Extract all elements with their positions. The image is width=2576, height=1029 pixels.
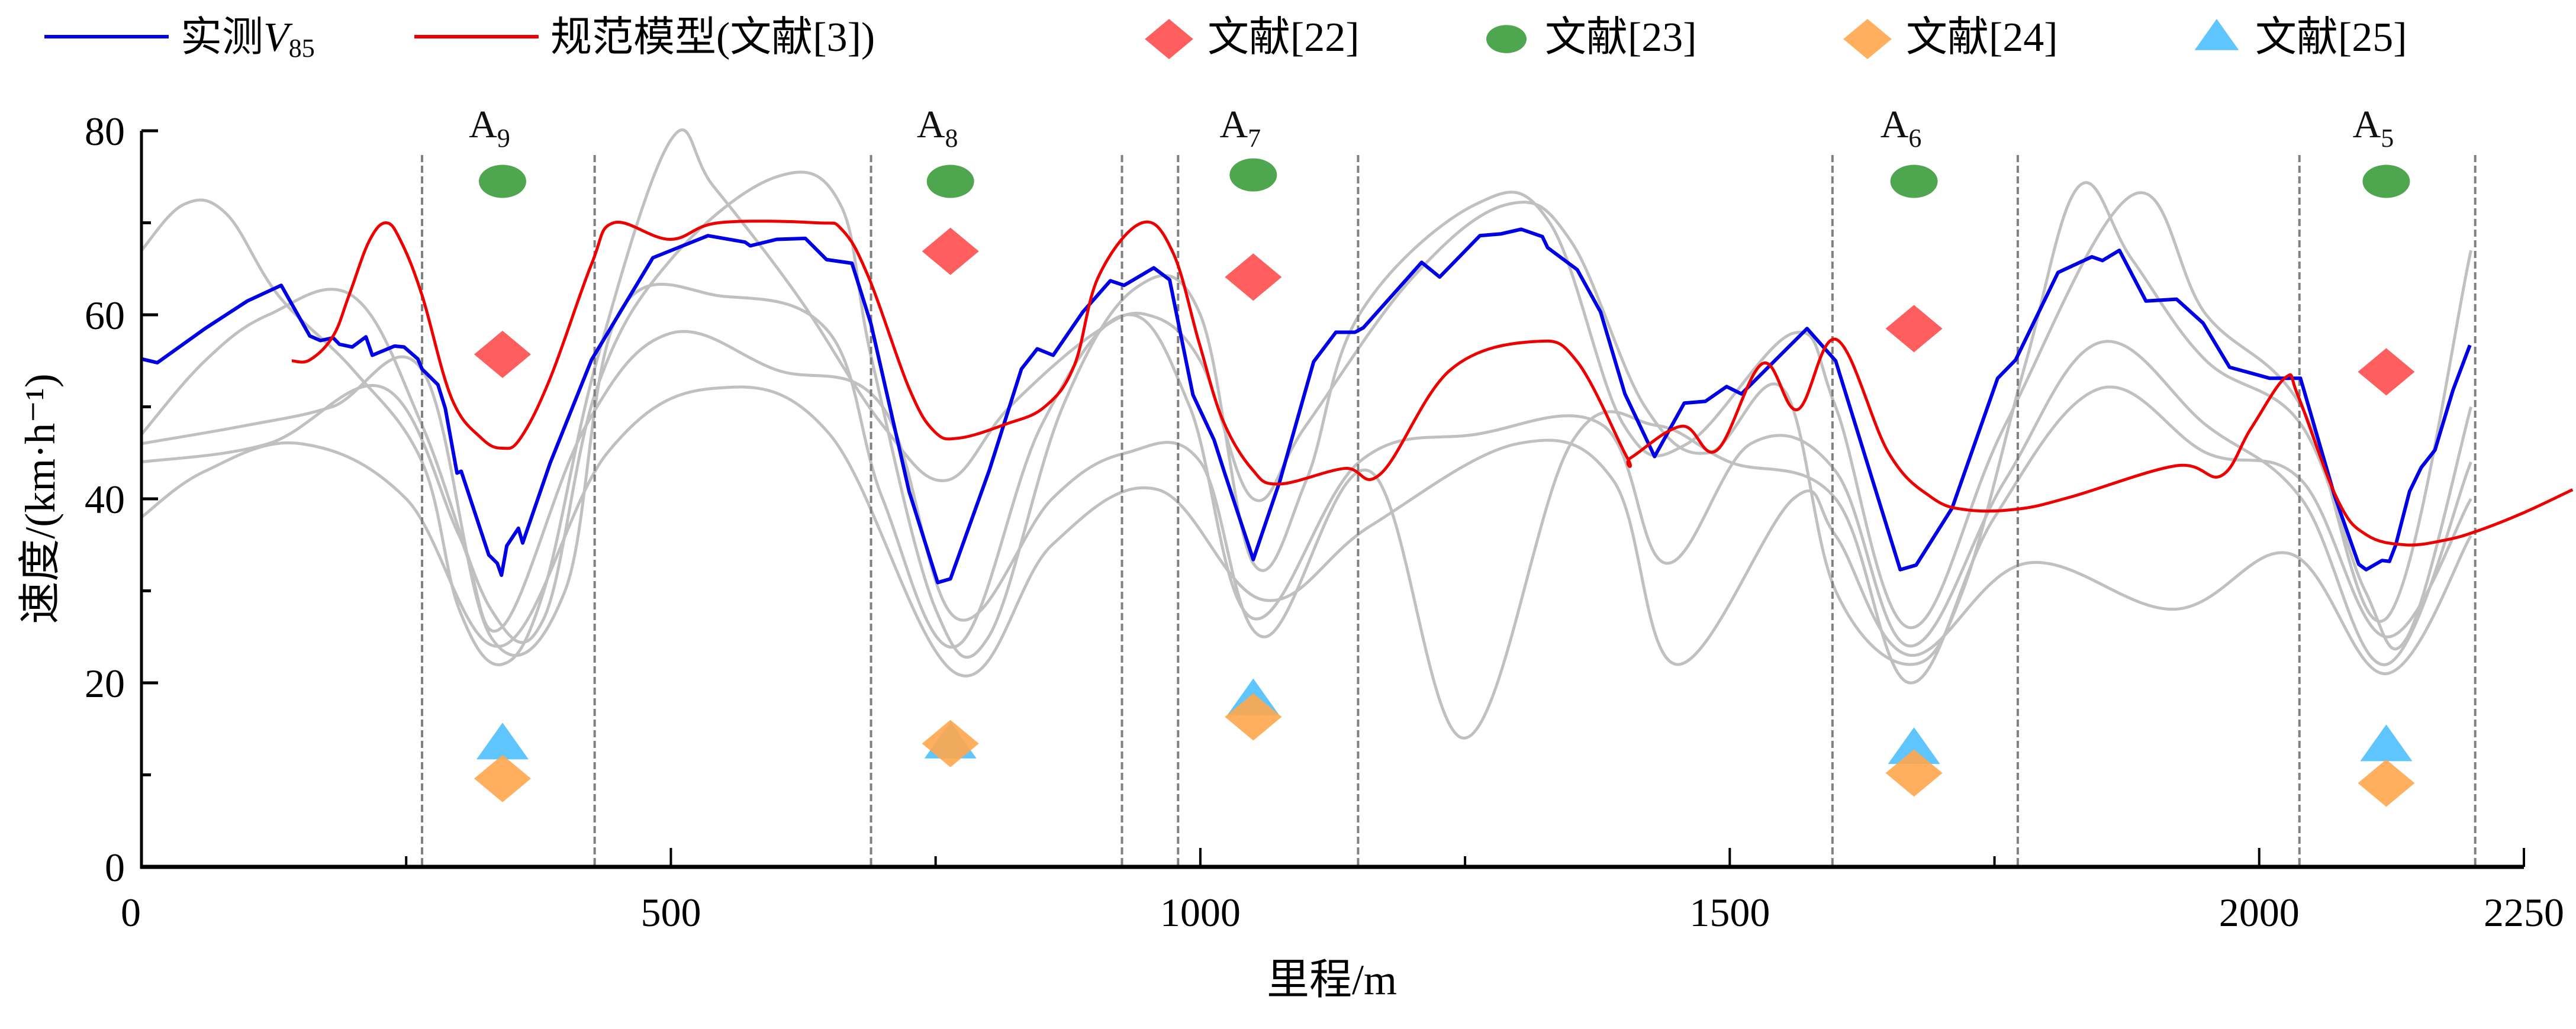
- axes: 0 20 40 60 80 0 500 1000 1500 2000 2250: [85, 109, 2564, 935]
- marker-ref23: [926, 164, 974, 198]
- series-line-standard-model: [291, 220, 2574, 547]
- x-axis-title: 里程/m: [1267, 956, 1397, 1004]
- marker-ref24: [922, 720, 979, 767]
- marker-ref23: [1229, 158, 1277, 192]
- y-tick-label: 60: [85, 293, 125, 338]
- zone-label: A5: [2353, 103, 2394, 153]
- series-line-measured-v85: [141, 227, 2472, 585]
- marker-ref25: [2360, 724, 2413, 762]
- marker-ref22: [922, 227, 979, 275]
- marker-ref23: [479, 164, 527, 198]
- marker-ref24: [1885, 749, 1943, 797]
- legend: 实测V85 规范模型(文献[3]) 文献[22] 文献[23] 文献[24] 文献[25]: [44, 15, 2407, 63]
- series-lines: [141, 220, 2574, 585]
- zone-label: A6: [1881, 103, 1922, 153]
- x-tick-label: 1000: [1160, 890, 1241, 935]
- legend-label: 文献[23]: [1545, 15, 1697, 60]
- x-tick-label: 2000: [2219, 890, 2300, 935]
- marker-ref22: [474, 330, 532, 378]
- legend-swatch-diamond: [1843, 19, 1892, 59]
- background-speed-curve: [141, 282, 2472, 666]
- legend-label: 规范模型(文献[3]): [550, 15, 875, 60]
- background-speed-curve: [140, 128, 2473, 666]
- marker-ref22: [2358, 348, 2415, 396]
- y-tick-label: 20: [85, 661, 125, 706]
- marker-ref24: [474, 754, 532, 802]
- marker-ref24: [1225, 693, 1282, 741]
- legend-label: 文献[24]: [1906, 15, 2058, 60]
- background-speed-curve: [140, 385, 2472, 678]
- background-speed-curves: [140, 128, 2473, 740]
- x-tick-label: 0: [121, 890, 141, 935]
- x-tick-label: 2250: [2484, 890, 2564, 935]
- legend-label: 文献[25]: [2255, 15, 2407, 60]
- marker-ref22: [1885, 305, 1943, 353]
- x-tick-label: 1500: [1689, 890, 1770, 935]
- zone-boundaries: A9 A8 A7 A6 A5: [421, 103, 2477, 867]
- y-tick-label: 80: [85, 109, 125, 154]
- legend-label: 实测V85: [181, 15, 315, 63]
- reference-markers: [474, 158, 2415, 807]
- y-tick-label: 0: [105, 845, 125, 890]
- legend-swatch-diamond: [1145, 19, 1193, 59]
- y-axis-title: 速度/(km·h⁻¹): [17, 373, 64, 624]
- x-tick-label: 500: [640, 890, 701, 935]
- marker-ref23: [1890, 164, 1938, 198]
- marker-ref23: [2362, 164, 2410, 198]
- marker-ref22: [1225, 253, 1282, 301]
- marker-ref24: [2358, 759, 2415, 807]
- background-speed-curve: [141, 330, 2472, 740]
- marker-ref25: [1888, 727, 1940, 765]
- legend-swatch-ellipse: [1486, 25, 1527, 53]
- legend-label: 文献[22]: [1208, 15, 1360, 60]
- marker-ref25: [476, 722, 529, 760]
- y-tick-label: 40: [85, 477, 125, 522]
- legend-swatch-triangle: [2194, 19, 2239, 50]
- zone-label: A8: [917, 103, 958, 153]
- background-speed-curve: [140, 170, 2473, 659]
- zone-label: A7: [1219, 103, 1261, 153]
- zone-label: A9: [469, 103, 510, 153]
